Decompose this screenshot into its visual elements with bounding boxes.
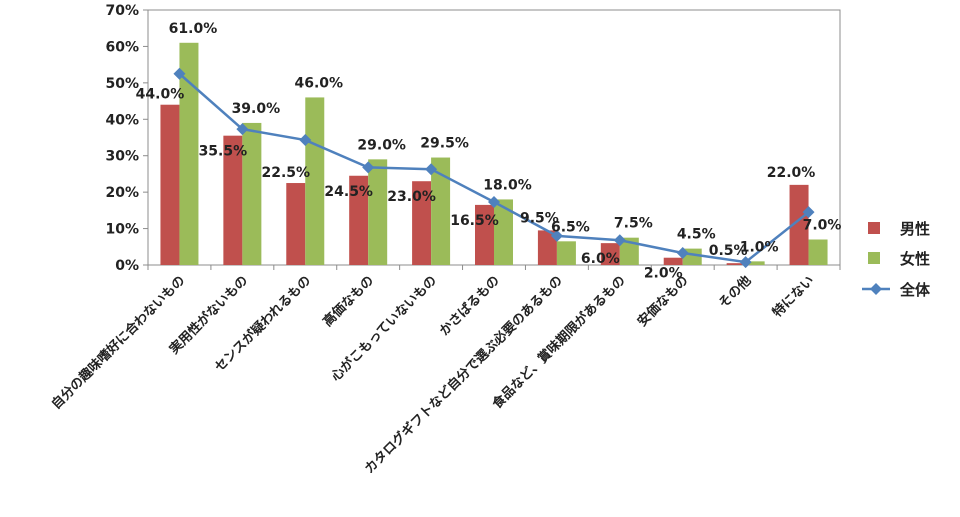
line-point-total: [173, 67, 186, 80]
data-label-male: 6.0%: [581, 251, 620, 267]
bar-female: [368, 159, 388, 265]
bar-female: [242, 122, 262, 265]
legend-swatch-male: [868, 222, 880, 234]
bar-male: [537, 230, 557, 265]
bar-male: [223, 135, 243, 265]
data-label-male: 22.5%: [261, 165, 310, 181]
data-label-female: 46.0%: [294, 75, 343, 91]
line-point-total: [299, 134, 312, 147]
bar-male: [726, 263, 746, 265]
y-tick-label: 30%: [105, 149, 139, 165]
y-tick-label: 40%: [105, 112, 139, 128]
data-label-male: 23.0%: [387, 189, 436, 205]
data-label-male: 35.5%: [199, 144, 248, 160]
data-label-male: 0.5%: [709, 243, 748, 259]
y-tick-label: 50%: [105, 76, 139, 92]
legend-label-female: 女性: [900, 250, 930, 268]
legend-label-total: 全体: [899, 281, 931, 299]
line-series-group: [173, 67, 815, 269]
line-point-total: [802, 206, 815, 219]
legend-label-male: 男性: [900, 220, 930, 238]
data-label-male: 24.5%: [324, 184, 373, 200]
bar-female: [556, 241, 576, 265]
legend-marker-total: [870, 283, 882, 295]
category-label: かさばるもの: [437, 273, 503, 339]
data-label-male: 44.0%: [136, 87, 185, 103]
y-tick-label: 70%: [105, 3, 139, 19]
bar-male: [663, 257, 683, 265]
data-label-female: 29.0%: [357, 137, 406, 153]
line-point-total: [613, 234, 626, 247]
bar-female: [745, 261, 765, 265]
line-point-total: [362, 161, 375, 174]
line-point-total: [739, 256, 752, 269]
y-tick-label: 0%: [115, 258, 139, 274]
bar-female: [305, 97, 325, 265]
data-label-female: 6.5%: [551, 219, 590, 235]
line-point-total: [488, 195, 500, 208]
bar-male: [286, 183, 306, 265]
bar-male: [160, 104, 180, 265]
category-label: 高価なもの: [320, 273, 377, 330]
bar-female: [494, 199, 513, 265]
data-label-male: 9.5%: [520, 210, 559, 226]
data-label-female: 39.0%: [232, 101, 281, 117]
category-label: 自分の趣味嗜好に合わないもの: [48, 273, 188, 413]
data-label-male: 16.5%: [450, 213, 499, 229]
line-point-total: [425, 163, 438, 176]
data-label-female: 61.0%: [169, 21, 218, 37]
bar-male: [600, 243, 620, 265]
line-point-total: [550, 229, 563, 242]
bar-female: [431, 157, 451, 265]
data-label-female: 18.0%: [483, 177, 532, 193]
bar-female: [179, 42, 199, 266]
bars-group: [160, 42, 828, 266]
legend-swatch-female: [868, 252, 880, 264]
category-label: その他: [716, 273, 755, 312]
y-axis: 0% 10% 20% 30% 40% 50% 60% 70%: [105, 3, 149, 274]
category-label: 特にない: [769, 273, 817, 321]
line-point-total: [236, 123, 249, 136]
bar-male: [789, 184, 809, 265]
data-label-female: 1.0%: [740, 239, 779, 255]
bar-male: [412, 181, 432, 265]
bar-female: [808, 239, 828, 265]
y-tick-label: 20%: [105, 185, 139, 201]
bar-male: [475, 204, 494, 265]
y-tick-label: 10%: [105, 222, 139, 238]
y-tick-label: 60%: [105, 39, 139, 55]
bar-female: [619, 237, 639, 265]
category-label: 心がこもっていないもの: [328, 273, 440, 385]
line-point-total: [676, 246, 689, 259]
bar-male: [349, 175, 369, 265]
data-labels-group: 61.0% 39.0% 46.0% 29.0% 29.5% 18.0% 6.5% 7.5% 4.…: [136, 21, 842, 282]
data-label-female: 29.5%: [420, 136, 469, 152]
data-label-male: 2.0%: [644, 266, 683, 282]
data-label-male: 22.0%: [767, 165, 816, 181]
category-label: 食品など、賞味期限があるもの: [489, 273, 629, 413]
data-label-female: 7.0%: [803, 218, 842, 234]
data-label-female: 4.5%: [677, 227, 716, 243]
data-label-female: 7.5%: [614, 216, 653, 232]
